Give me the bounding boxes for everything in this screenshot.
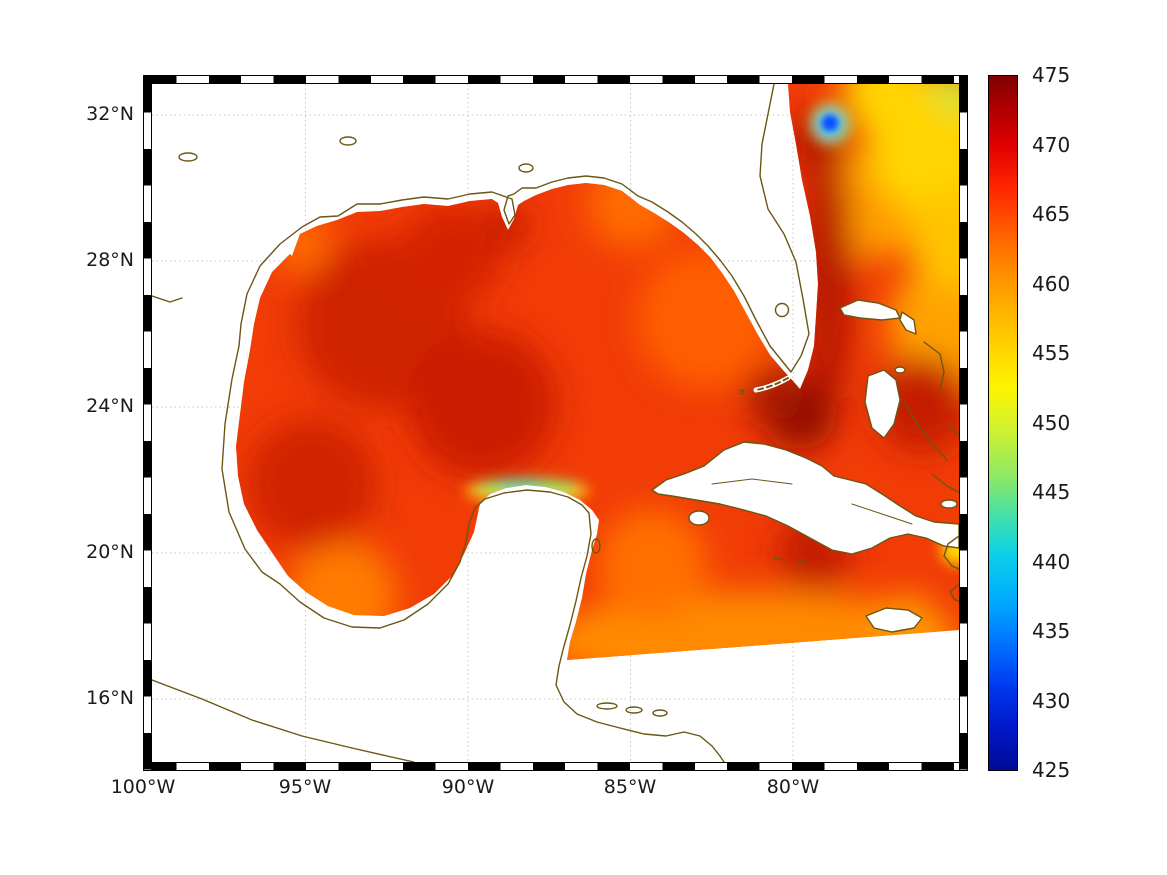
guanaja [625, 706, 643, 714]
y-tick-28n: 28°N [86, 249, 134, 271]
y-tick-32n: 32°N [86, 103, 134, 125]
new-providence [894, 366, 906, 374]
colorbar-tick-445: 445 [1032, 480, 1071, 504]
coast-pacific-mexico [151, 679, 415, 763]
dry-tortugas [739, 389, 745, 395]
x-tick-80w: 80°W [766, 776, 820, 798]
map-frame-right [959, 75, 968, 771]
river-left-edge [151, 295, 183, 303]
colorbar-tick-430: 430 [1032, 689, 1071, 713]
andros [864, 369, 901, 439]
map-frame-left [143, 75, 152, 771]
x-tick-95w: 95°W [278, 776, 332, 798]
cozumel [591, 538, 601, 554]
colorbar-tick-435: 435 [1032, 619, 1071, 643]
coastlines [151, 83, 960, 763]
map-svg [151, 83, 960, 763]
map-plot [143, 75, 968, 771]
colorbar-tick-455: 455 [1032, 341, 1071, 365]
coast-us-mexico-centralamerica [221, 83, 810, 763]
x-tick-90w: 90°W [441, 776, 495, 798]
y-tick-20n: 20°N [86, 541, 134, 563]
y-tick-16n: 16°N [86, 687, 134, 709]
bay-panhandle [518, 163, 534, 173]
cayman-islands [773, 557, 807, 564]
colorbar-tick-470: 470 [1032, 133, 1071, 157]
roatan [596, 702, 618, 710]
cuba-interior-lines [711, 478, 913, 525]
y-tick-24n: 24°N [86, 395, 134, 417]
lake-okeechobee [774, 302, 790, 318]
colorbar-tick-450: 450 [1032, 411, 1071, 435]
eleuthera-exuma-banks [903, 341, 960, 493]
map-frame-top [143, 75, 968, 84]
isla-juventud [688, 510, 710, 526]
utila [652, 709, 668, 717]
map-canvas [151, 83, 960, 763]
lake-texas-1 [178, 152, 198, 162]
florida-keys-line [755, 377, 789, 391]
data-field [236, 84, 959, 660]
x-tick-100w: 100°W [110, 776, 176, 798]
colorbar-tick-465: 465 [1032, 202, 1071, 226]
colorbar-tick-425: 425 [1032, 758, 1071, 782]
hispaniola-edge [943, 535, 960, 602]
colorbar-tick-440: 440 [1032, 550, 1071, 574]
colorbar [988, 75, 1018, 771]
abaco [899, 311, 917, 335]
colorbar-tick-475: 475 [1032, 63, 1071, 87]
lake-louisiana [339, 136, 357, 146]
bahama-cay [940, 499, 958, 509]
x-tick-85w: 85°W [603, 776, 657, 798]
colorbar-tick-460: 460 [1032, 272, 1071, 296]
jamaica-island [865, 607, 923, 633]
map-frame-bottom [143, 762, 968, 771]
